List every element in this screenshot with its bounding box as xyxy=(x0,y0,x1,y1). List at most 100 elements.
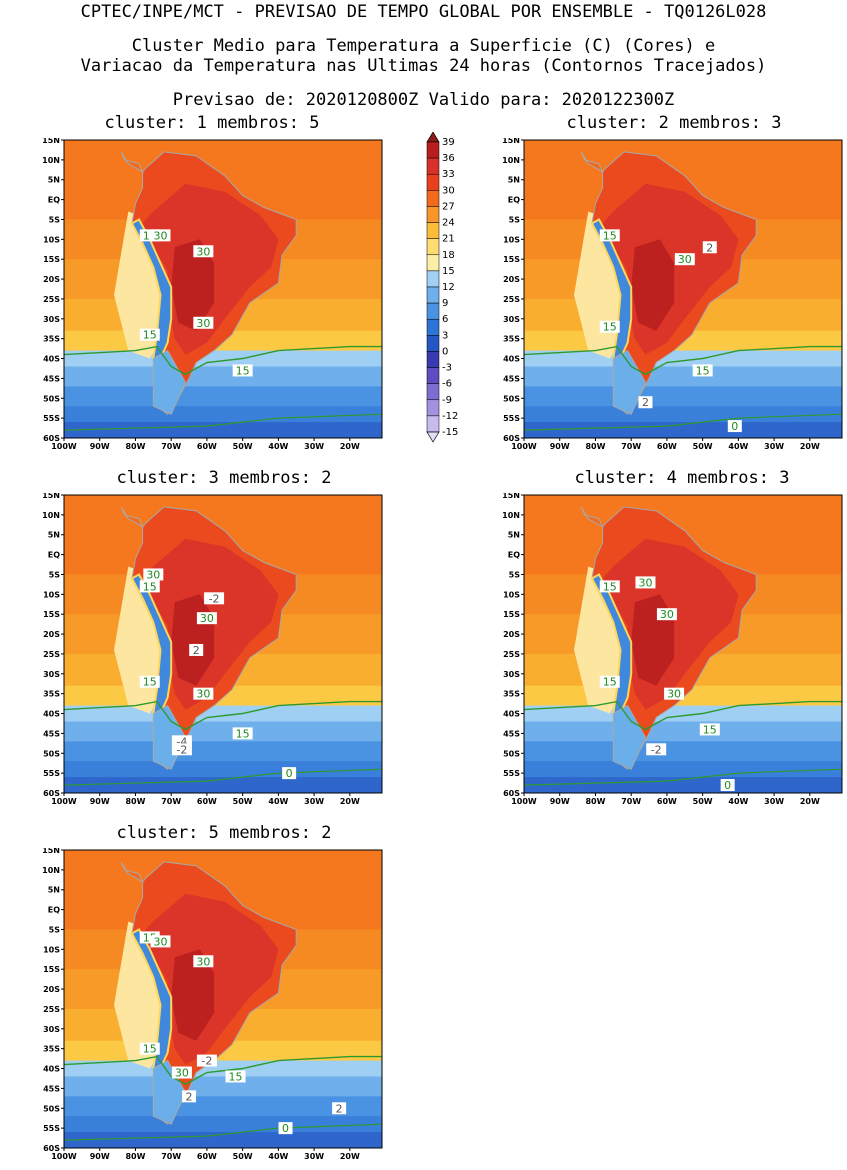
lat-tick-label: 5S xyxy=(509,570,521,579)
lat-tick-label: 15S xyxy=(503,255,520,264)
map-svg: 15N 10N 5N EQ 5S 10S 15S 20S 25S 30S 35S 40S 45S 50S 5… xyxy=(502,136,843,451)
contour-label: 2 xyxy=(642,396,649,409)
lat-tick-label: 10N xyxy=(42,866,60,875)
header-line-4: Previsao de: 2020120800Z Valido para: 20… xyxy=(172,90,675,110)
temperature-band xyxy=(64,422,382,438)
colorbar-label: 12 xyxy=(442,282,455,293)
colorbar-label: 18 xyxy=(442,250,455,261)
colorbar-label: 15 xyxy=(442,266,455,277)
lon-tick-label: 40W xyxy=(728,442,748,451)
map-frame xyxy=(523,494,843,794)
contour-label: 15 xyxy=(229,1070,243,1083)
contour-label-box xyxy=(638,396,653,409)
lat-tick-label: 5S xyxy=(49,925,61,934)
lat-tick-label: 5S xyxy=(49,215,61,224)
contour-label-box xyxy=(674,253,695,266)
lat-tick-label: 5S xyxy=(509,215,521,224)
lat-tick-label: 50S xyxy=(43,1104,60,1113)
lat-tick-label: 10N xyxy=(42,156,60,165)
lat-tick-label: 5N xyxy=(508,531,520,540)
contour-0C xyxy=(64,1123,382,1141)
contour-label: 15 xyxy=(603,676,617,689)
lat-tick-label: EQ xyxy=(48,906,60,915)
contour-label: 15 xyxy=(603,321,617,334)
lat-tick-label: 45S xyxy=(503,729,520,738)
lat-tick-label: 15S xyxy=(43,965,60,974)
lat-tick-label: 5N xyxy=(48,176,60,185)
contour-label: 15 xyxy=(603,229,617,242)
colorbar-swatch xyxy=(426,367,440,384)
lat-tick-label: 35S xyxy=(43,1045,60,1054)
temperature-band xyxy=(524,350,842,368)
contour-label-box xyxy=(664,687,685,700)
colorbar-label: 30 xyxy=(442,185,455,196)
lat-tick-label: 25S xyxy=(43,1005,60,1014)
lon-tick-label: 30W xyxy=(764,797,784,806)
lat-tick-label: 10N xyxy=(502,156,520,165)
panel-3-title: cluster: 3 membros: 2 xyxy=(116,468,332,488)
hottest-core-region xyxy=(631,239,675,331)
map-panel-cluster-5: 15N 10N 5N EQ 5S 10S 15S 20S 25S 30S 35S 40S 45S 50S 5… xyxy=(30,846,390,1170)
lon-tick-label: 50W xyxy=(233,797,253,806)
lat-tick-label: 45S xyxy=(43,374,60,383)
temperature-band xyxy=(524,366,842,388)
lat-tick-label: 20S xyxy=(43,275,60,284)
lat-tick-label: 30S xyxy=(503,315,520,324)
map-frame xyxy=(523,139,843,439)
contour-label-box xyxy=(193,245,214,258)
lat-tick-label: 45S xyxy=(503,374,520,383)
map-svg: 15N 10N 5N EQ 5S 10S 15S 20S 25S 30S 35S 40S 45S 50S 5… xyxy=(42,136,383,451)
temperature-band xyxy=(64,741,382,763)
lat-tick-label: 5N xyxy=(48,531,60,540)
contour-label-box xyxy=(143,568,164,581)
lat-tick-label: 50S xyxy=(503,394,520,403)
lat-tick-label: 35S xyxy=(503,335,520,344)
temperature-band xyxy=(524,777,842,793)
lat-tick-label: 45S xyxy=(43,729,60,738)
contour-label-box xyxy=(225,1070,246,1083)
lon-tick-label: 80W xyxy=(585,797,605,806)
contour-label-box xyxy=(599,580,620,593)
temperature-band xyxy=(64,1060,382,1078)
contour-15C xyxy=(524,700,842,731)
map-frame xyxy=(63,139,383,439)
contour-label-box xyxy=(171,743,192,756)
lat-tick-label: 40S xyxy=(43,1065,60,1074)
contour-label: 0 xyxy=(286,767,293,780)
lat-tick-label: 15N xyxy=(42,848,60,855)
lat-tick-label: 10S xyxy=(43,590,60,599)
lat-tick-label: 10S xyxy=(503,235,520,244)
lat-tick-label: 55S xyxy=(503,769,520,778)
lon-tick-label: 30W xyxy=(764,442,784,451)
temperature-band xyxy=(64,1076,382,1098)
lat-tick-label: 15N xyxy=(42,493,60,500)
temperature-band xyxy=(524,705,842,723)
contour-label-box xyxy=(150,935,171,948)
lat-tick-label: EQ xyxy=(508,196,520,205)
lat-tick-label: 50S xyxy=(503,749,520,758)
colorbar-swatch xyxy=(426,206,440,223)
lat-tick-label: 15N xyxy=(42,138,60,145)
contour-label: 30 xyxy=(153,935,167,948)
colorbar-swatch xyxy=(426,173,440,191)
southern-cone-land xyxy=(612,704,647,770)
contour-label: 30 xyxy=(146,568,160,581)
contour-label-box xyxy=(278,1122,293,1135)
southern-cone-land xyxy=(152,349,187,415)
contour-label: 15 xyxy=(143,329,157,342)
contour-label-box xyxy=(599,320,620,333)
central-america-landmass xyxy=(120,506,144,528)
colorbar-swatch xyxy=(426,254,440,272)
colorbar-swatch xyxy=(426,157,440,175)
map-panel-cluster-4: 15N 10N 5N EQ 5S 10S 15S 20S 25S 30S 35S 40S 45S 50S 5… xyxy=(490,491,847,815)
lon-tick-label: 60W xyxy=(197,442,217,451)
header-line-3: Variacao da Temperatura nas Ultimas 24 h… xyxy=(80,56,767,76)
lat-tick-label: 5N xyxy=(508,176,520,185)
map-svg: 15N 10N 5N EQ 5S 10S 15S 20S 25S 30S 35S 40S 45S 50S 5… xyxy=(502,491,843,806)
contour-label: 30 xyxy=(660,608,674,621)
contour-label-box xyxy=(193,687,214,700)
lat-tick-label: 10S xyxy=(43,945,60,954)
hottest-core-region xyxy=(171,239,215,331)
contour-label: 30 xyxy=(667,688,681,701)
contour-label-box xyxy=(182,1090,197,1103)
